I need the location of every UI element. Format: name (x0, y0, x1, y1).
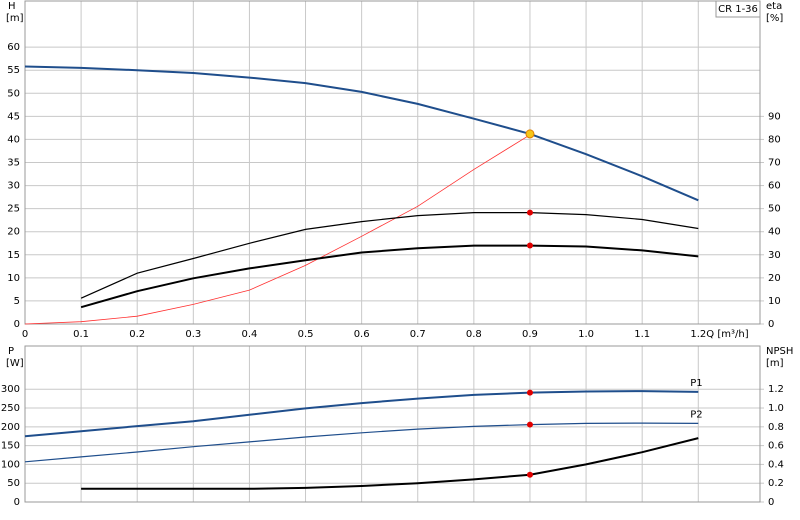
y2-tick-label: 10 (768, 296, 781, 307)
duty-point (526, 421, 533, 428)
x-tick-label: 0 (22, 329, 28, 340)
y2-tick-label: 30 (768, 250, 781, 261)
y2-tick-label: 0.6 (768, 441, 784, 452)
y2-tick-label: 0.8 (768, 422, 784, 433)
series-label: P1 (690, 378, 702, 389)
y-tick-label: 55 (7, 65, 20, 76)
x-tick-label: 0.4 (241, 329, 257, 340)
y-tick-label: 20 (7, 227, 20, 238)
y-axis-label: H (8, 1, 16, 12)
y2-tick-label: 0 (768, 497, 774, 508)
y-tick-label: 250 (1, 403, 20, 414)
y2-tick-label: 40 (768, 227, 781, 238)
duty-point (525, 129, 535, 139)
x-tick-label: 0.6 (354, 329, 370, 340)
duty-point (526, 209, 533, 216)
x-tick-label: 1.0 (578, 329, 594, 340)
duty-point (526, 389, 533, 396)
curve (24, 65, 699, 202)
x-axis-label: Q [m³/h] (706, 329, 748, 340)
x-tick-label: 0.5 (298, 329, 314, 340)
y-tick-label: 50 (7, 88, 20, 99)
y2-tick-label: 1.2 (768, 384, 784, 395)
y-axis-label: P (8, 346, 14, 357)
x-tick-label: 0.8 (466, 329, 482, 340)
y-tick-label: 200 (1, 422, 20, 433)
title-box (715, 0, 761, 18)
x-tick-label: 0.7 (410, 329, 426, 340)
y2-tick-label: 0.4 (768, 459, 784, 470)
chart-title: CR 1-36 (718, 4, 758, 15)
y2-tick-label: 70 (768, 158, 781, 169)
y2-tick-label: 20 (768, 273, 781, 284)
y2-tick-label: 60 (768, 181, 781, 192)
x-tick-label: 1.1 (634, 329, 650, 340)
x-tick-label: 0.3 (185, 329, 201, 340)
y2-axis-unit: [%] (766, 13, 783, 24)
y2-tick-label: 80 (768, 134, 781, 145)
y-tick-label: 15 (7, 250, 20, 261)
y-tick-label: 0 (14, 497, 20, 508)
series-label: P2 (690, 409, 702, 420)
y-tick-label: 10 (7, 273, 20, 284)
x-tick-label: 0.2 (129, 329, 145, 340)
y-tick-label: 50 (7, 478, 20, 489)
y-tick-label: 300 (1, 384, 20, 395)
y-axis-unit: [W] (6, 358, 24, 369)
curve (81, 437, 699, 490)
curve (80, 212, 699, 299)
y-tick-label: 40 (7, 134, 20, 145)
duty-point (526, 471, 533, 478)
y2-tick-label: 1.0 (768, 403, 784, 414)
y-tick-label: 150 (1, 441, 20, 452)
duty-point (526, 242, 533, 249)
y2-axis-label: NPSH (766, 346, 793, 357)
y-tick-label: 0 (14, 319, 20, 330)
x-tick-label: 0.1 (73, 329, 89, 340)
curve (24, 422, 699, 463)
y-tick-label: 60 (7, 42, 20, 53)
y-tick-label: 5 (14, 296, 20, 307)
y-tick-label: 30 (7, 181, 20, 192)
y2-axis-label: eta (766, 1, 782, 12)
curve (24, 390, 699, 438)
y2-tick-label: 0 (768, 319, 774, 330)
y-axis-unit: [m] (6, 13, 24, 24)
plot-frame (24, 0, 761, 325)
curve (24, 134, 531, 325)
plot-frame (24, 345, 761, 503)
x-tick-label: 0.9 (522, 329, 538, 340)
y2-tick-label: 50 (768, 204, 781, 215)
y-tick-label: 100 (1, 459, 20, 470)
x-tick-label: 1.2 (690, 329, 706, 340)
y2-tick-label: 90 (768, 111, 781, 122)
y-tick-label: 45 (7, 111, 20, 122)
y-tick-label: 35 (7, 158, 20, 169)
y-tick-label: 25 (7, 204, 20, 215)
curve (80, 244, 699, 309)
y2-axis-unit: [m] (766, 358, 784, 369)
y2-tick-label: 0.2 (768, 478, 784, 489)
